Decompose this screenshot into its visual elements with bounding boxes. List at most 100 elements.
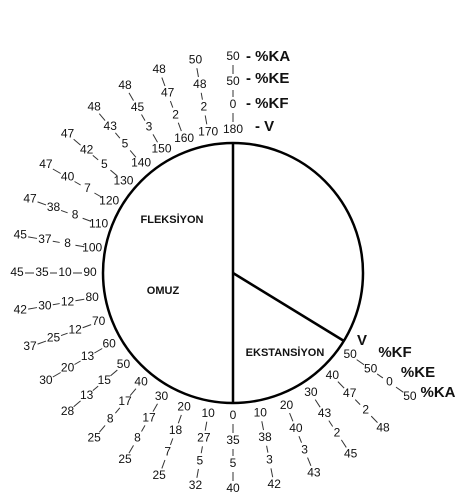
ka-value: 42 bbox=[268, 477, 282, 491]
ke-value: 5 bbox=[196, 453, 203, 467]
ka-value: 42 bbox=[14, 303, 28, 317]
ke-value: 30 bbox=[38, 298, 52, 312]
v-value: 180 bbox=[223, 122, 243, 136]
ke-value: 50 bbox=[226, 74, 240, 88]
tick bbox=[354, 399, 361, 405]
tick bbox=[94, 348, 103, 354]
kf-value: 2 bbox=[172, 107, 179, 121]
kf-value: 3 bbox=[146, 120, 153, 134]
tick bbox=[28, 236, 38, 239]
ka-value: 25 bbox=[152, 468, 166, 482]
v-value: 10 bbox=[201, 406, 215, 420]
extension-line bbox=[232, 271, 345, 343]
tick bbox=[37, 201, 47, 206]
ke-value: 8 bbox=[134, 431, 141, 445]
tick bbox=[337, 381, 345, 389]
kf-value: 40 bbox=[289, 421, 303, 435]
ke-value: 13 bbox=[80, 388, 94, 402]
ka-value: 45 bbox=[14, 228, 28, 242]
ke-value: 42 bbox=[80, 142, 94, 156]
kf-value: 18 bbox=[169, 423, 183, 437]
kf-value: 43 bbox=[318, 406, 332, 420]
ke-value: 0 bbox=[386, 375, 393, 389]
ke-value: 3 bbox=[266, 453, 273, 467]
kf-value: 8 bbox=[72, 208, 79, 222]
tick bbox=[141, 425, 146, 432]
v-value: 80 bbox=[85, 290, 99, 304]
tick bbox=[141, 114, 146, 121]
tick bbox=[161, 459, 166, 469]
v-value: 160 bbox=[174, 131, 194, 145]
tick bbox=[94, 192, 103, 198]
tick bbox=[200, 92, 203, 100]
v-value: 140 bbox=[131, 156, 151, 170]
ke-value: 2 bbox=[334, 425, 341, 439]
ke-value: 20 bbox=[61, 361, 75, 375]
kf-value: 50 bbox=[364, 362, 378, 376]
kf-value: 0 bbox=[230, 97, 237, 111]
tick bbox=[73, 400, 81, 408]
v-value: 120 bbox=[99, 194, 119, 208]
kf-value: 10 bbox=[58, 265, 72, 279]
kf-value: 12 bbox=[68, 323, 82, 337]
v-value: 50 bbox=[117, 357, 131, 371]
ka-value: 50 bbox=[403, 389, 417, 403]
kf-value: 8 bbox=[64, 236, 71, 250]
side-header-ka: %KA bbox=[420, 384, 455, 401]
ka-value: 50 bbox=[226, 49, 240, 63]
tick bbox=[128, 445, 134, 454]
ka-value: 47 bbox=[61, 126, 75, 140]
tick bbox=[129, 388, 137, 396]
ke-value: 47 bbox=[161, 86, 175, 100]
extension-label: EKSTANSİYON bbox=[246, 346, 325, 359]
tick bbox=[340, 439, 347, 448]
ka-value: 48 bbox=[152, 62, 166, 76]
tick bbox=[177, 122, 182, 132]
v-value: 100 bbox=[82, 240, 102, 254]
tick bbox=[128, 92, 134, 101]
v-value: 70 bbox=[92, 314, 106, 328]
tick bbox=[52, 372, 61, 378]
side-header-v: V bbox=[357, 332, 367, 349]
v-value: 10 bbox=[254, 406, 268, 420]
ka-value: 48 bbox=[87, 100, 101, 114]
tick bbox=[28, 307, 38, 310]
ka-value: 25 bbox=[87, 431, 101, 445]
v-value: 40 bbox=[326, 368, 340, 382]
tick bbox=[200, 446, 203, 454]
ka-value: 45 bbox=[344, 446, 358, 460]
ka-value: 37 bbox=[23, 339, 37, 353]
tick bbox=[204, 115, 208, 125]
ka-value: 43 bbox=[307, 465, 321, 479]
v-value: 150 bbox=[151, 141, 171, 155]
tick bbox=[98, 425, 106, 433]
tick bbox=[92, 385, 99, 392]
tick bbox=[289, 412, 294, 422]
tick bbox=[75, 244, 85, 248]
tick bbox=[52, 168, 61, 174]
kf-value: 12 bbox=[61, 294, 75, 308]
tick bbox=[129, 150, 137, 158]
ke-value: 25 bbox=[47, 330, 61, 344]
tick bbox=[261, 421, 265, 431]
tick bbox=[110, 369, 118, 377]
kf-value: 7 bbox=[84, 181, 91, 195]
tick bbox=[266, 445, 269, 453]
tick bbox=[169, 100, 174, 108]
v-value: 50 bbox=[343, 347, 357, 361]
ke-value: 7 bbox=[164, 445, 171, 459]
tick bbox=[82, 217, 92, 222]
tick bbox=[370, 415, 378, 423]
v-value: 130 bbox=[113, 173, 133, 187]
ka-value: 47 bbox=[23, 191, 37, 205]
v-value: 0 bbox=[230, 408, 237, 422]
tick bbox=[114, 407, 121, 414]
ke-value: 40 bbox=[61, 170, 75, 184]
ke-value: 37 bbox=[38, 232, 52, 246]
joint-label: OMUZ bbox=[147, 285, 180, 297]
tick bbox=[196, 468, 199, 478]
tick bbox=[114, 132, 121, 139]
ke-value: 45 bbox=[131, 100, 145, 114]
ka-value: 48 bbox=[376, 421, 390, 435]
ka-value: 30 bbox=[39, 373, 53, 387]
